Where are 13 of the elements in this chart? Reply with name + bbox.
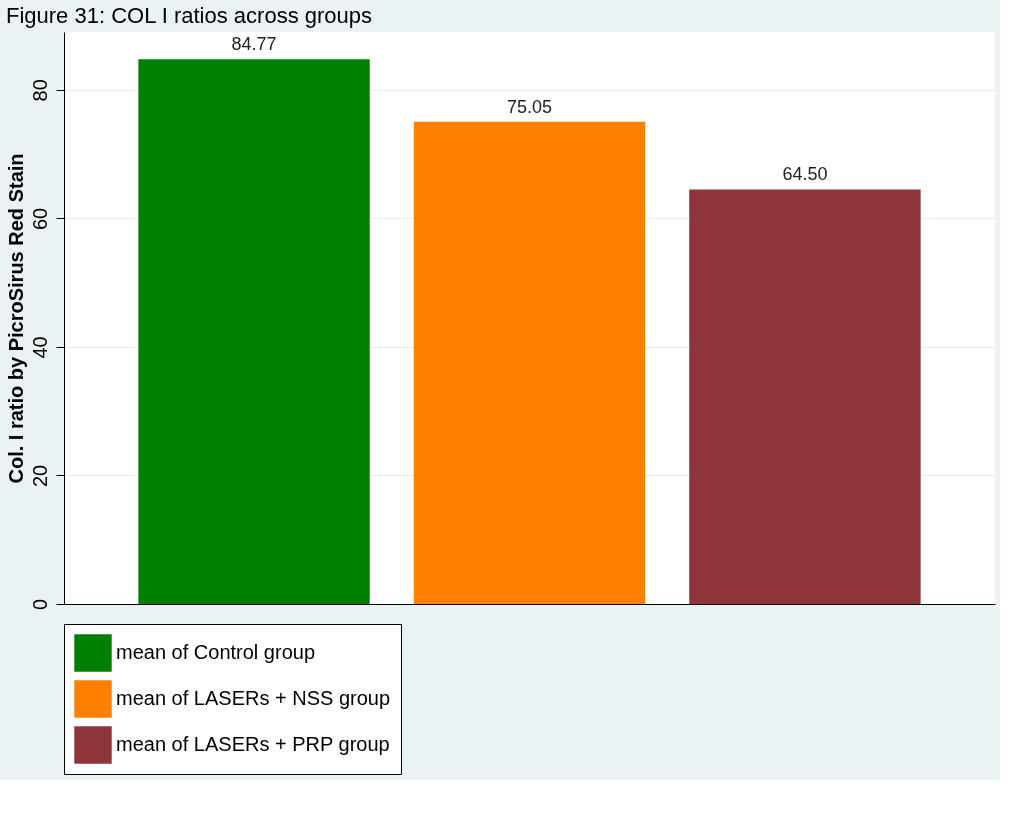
legend-label: mean of Control group bbox=[116, 641, 316, 663]
y-tick-label: 20 bbox=[28, 464, 51, 488]
y-tick-label: 80 bbox=[28, 79, 51, 102]
data-label: 64.50 bbox=[782, 164, 828, 185]
data-label: 84.77 bbox=[231, 34, 277, 55]
legend-label: mean of LASERs + PRP group bbox=[116, 733, 390, 755]
y-tick-label: 40 bbox=[28, 336, 51, 359]
y-tick-label: 0 bbox=[28, 598, 51, 611]
y-tick-label: 60 bbox=[28, 207, 51, 231]
chart-title: Figure 31: COL I ratios across groups bbox=[6, 3, 373, 28]
data-label: 75.05 bbox=[506, 96, 553, 117]
legend-label: mean of LASERs + NSS group bbox=[116, 687, 391, 709]
y-axis-title: Col. I ratio by PicroSirus Red Stain bbox=[4, 153, 27, 484]
